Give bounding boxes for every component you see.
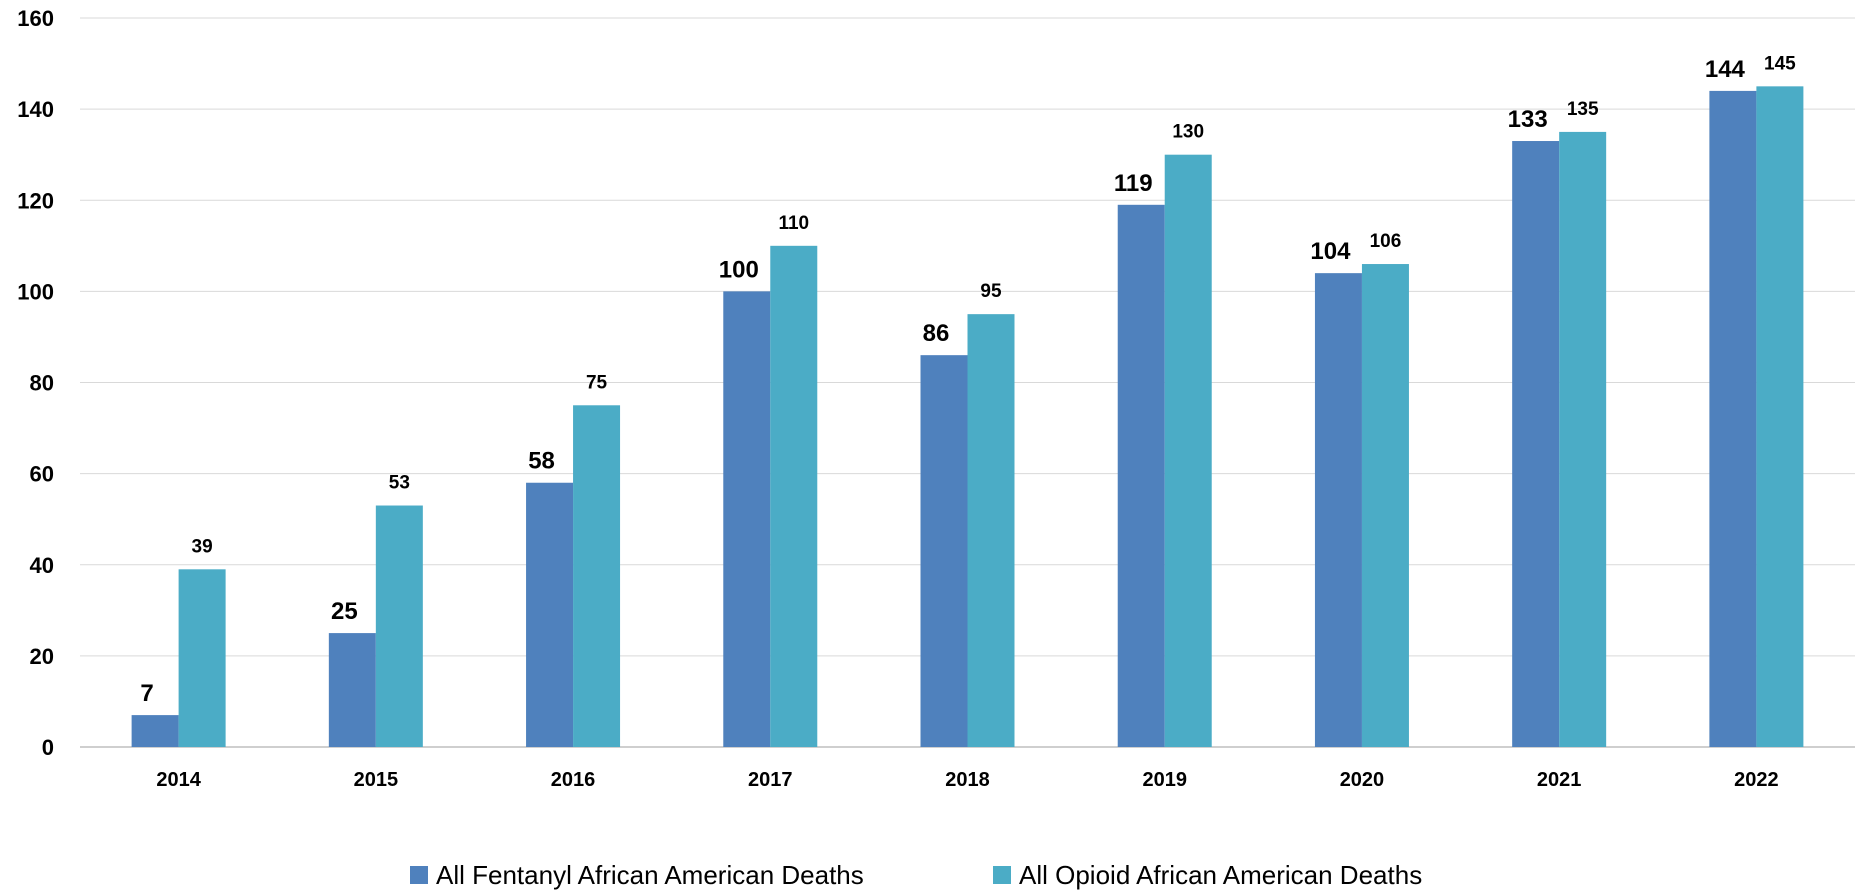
y-tick-label: 20 xyxy=(30,644,54,669)
data-label-fentanyl: 104 xyxy=(1310,238,1351,265)
bar-opioid xyxy=(1756,86,1804,747)
data-label-opioid: 110 xyxy=(778,213,809,234)
x-tick-label: 2021 xyxy=(1537,769,1582,791)
bar-fentanyl xyxy=(1512,141,1560,748)
bar-fentanyl xyxy=(328,633,376,747)
bar-opioid xyxy=(1361,264,1409,747)
x-tick-label: 2017 xyxy=(748,769,793,791)
bar-fentanyl xyxy=(723,291,771,747)
data-label-opioid: 135 xyxy=(1567,99,1599,120)
data-label-fentanyl: 58 xyxy=(528,448,555,475)
data-label-fentanyl: 100 xyxy=(719,256,759,283)
data-label-fentanyl: 7 xyxy=(140,680,153,707)
data-label-opioid: 145 xyxy=(1764,53,1796,74)
legend-swatch xyxy=(410,866,428,884)
legend-swatch xyxy=(993,866,1011,884)
x-tick-label: 2019 xyxy=(1142,769,1187,791)
x-tick-label: 2018 xyxy=(945,769,990,791)
bar-fentanyl xyxy=(526,482,574,747)
bar-fentanyl xyxy=(920,355,968,747)
x-tick-label: 2014 xyxy=(156,769,201,791)
data-label-fentanyl: 144 xyxy=(1705,56,1746,83)
bar-opioid xyxy=(770,245,818,747)
y-axis: 0 20 40 60 80 100 120 140 160 xyxy=(17,6,54,760)
data-label-opioid: 95 xyxy=(980,281,1002,302)
data-label-opioid: 106 xyxy=(1370,231,1402,252)
y-tick-label: 80 xyxy=(30,371,54,396)
y-tick-label: 160 xyxy=(17,6,54,31)
y-tick-label: 100 xyxy=(17,279,54,304)
data-label-fentanyl: 119 xyxy=(1114,170,1153,197)
legend-item-fentanyl: All Fentanyl African American Deaths xyxy=(410,860,864,890)
bar-opioid xyxy=(178,569,226,747)
x-axis: 2014 2015 2016 2017 2018 2019 2020 2021 2022 xyxy=(156,769,1778,791)
bar-opioid xyxy=(1559,131,1607,747)
data-label-fentanyl: 133 xyxy=(1508,106,1548,133)
data-label-fentanyl: 86 xyxy=(923,320,950,347)
data-label-opioid: 39 xyxy=(192,536,213,557)
data-label-opioid: 53 xyxy=(389,473,410,494)
y-tick-label: 0 xyxy=(42,735,54,760)
x-tick-label: 2015 xyxy=(354,769,399,791)
y-tick-label: 60 xyxy=(30,462,54,487)
x-tick-label: 2020 xyxy=(1340,769,1385,791)
x-tick-label: 2022 xyxy=(1734,769,1779,791)
legend-label: All Opioid African American Deaths xyxy=(1019,860,1422,890)
data-label-opioid: 75 xyxy=(586,372,608,393)
legend-item-opioid: All Opioid African American Deaths xyxy=(993,860,1422,890)
legend: All Fentanyl African American Deaths All … xyxy=(410,860,1422,890)
bar-fentanyl xyxy=(131,715,179,747)
y-tick-label: 140 xyxy=(17,97,54,122)
bar-opioid xyxy=(573,405,621,747)
data-label-fentanyl: 25 xyxy=(331,598,358,625)
bar-opioid xyxy=(1164,154,1212,747)
legend-label: All Fentanyl African American Deaths xyxy=(436,860,864,890)
y-tick-label: 120 xyxy=(17,188,54,213)
x-tick-label: 2016 xyxy=(551,769,596,791)
bar-fentanyl xyxy=(1709,90,1757,747)
bar-opioid xyxy=(967,314,1015,747)
y-tick-label: 40 xyxy=(30,553,54,578)
data-label-opioid: 130 xyxy=(1172,122,1204,143)
bar-fentanyl xyxy=(1314,273,1362,747)
bar-fentanyl xyxy=(1117,204,1165,747)
bars xyxy=(131,86,1804,748)
bar-opioid xyxy=(375,505,423,747)
data-labels: 7 39 25 53 58 75 100 110 86 95 119 130 104 106 133 135 1… xyxy=(140,53,1796,707)
